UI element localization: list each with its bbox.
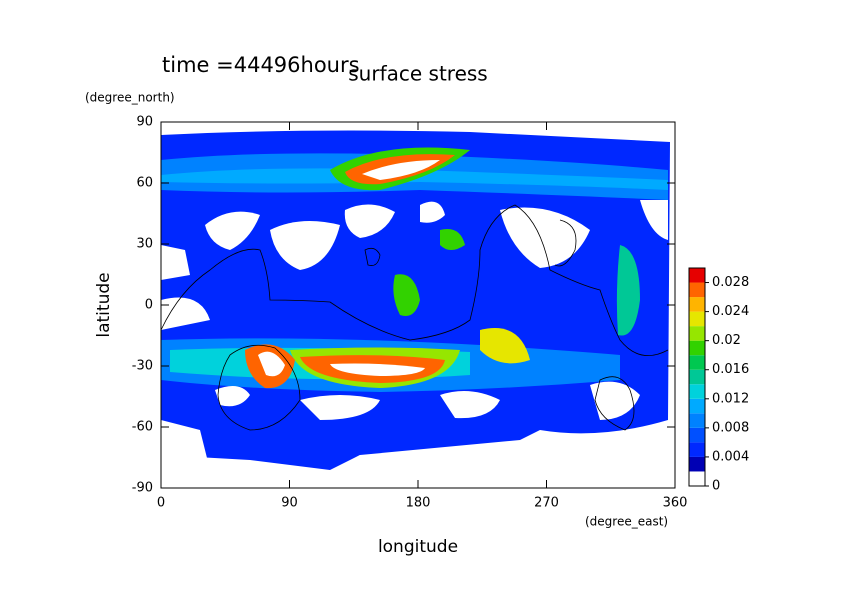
- colorbar-swatch: [689, 282, 705, 298]
- colorbar-swatch: [689, 369, 705, 385]
- colorbar-swatch: [689, 340, 705, 356]
- colorbar-tick-label: 0.004: [712, 449, 749, 464]
- x-tick-label: 360: [663, 496, 688, 511]
- colorbar-swatch: [689, 326, 705, 341]
- y-tick-label: -90: [132, 481, 153, 496]
- x-tick-label: 0: [157, 496, 165, 511]
- colorbar-swatch: [689, 384, 705, 399]
- chart-title: surface stress: [348, 62, 487, 86]
- x-tick-label: 270: [534, 496, 559, 511]
- colorbar-swatch: [689, 355, 705, 370]
- y-tick-label: 30: [136, 237, 153, 252]
- colorbar-swatch: [689, 311, 705, 327]
- colorbar-frame: [688, 267, 706, 487]
- y-tick-label: -60: [132, 420, 153, 435]
- subtitle: time =44496hours: [162, 53, 360, 77]
- colorbar-swatch: [689, 427, 705, 443]
- y-axis-label: latitude: [94, 272, 114, 337]
- colorbar-tick-label: 0.012: [712, 391, 749, 406]
- x-axis-label: longitude: [378, 537, 458, 557]
- colorbar-tick-label: 0.016: [712, 362, 749, 377]
- colorbar-swatch: [689, 398, 705, 414]
- colorbar-swatch: [689, 297, 705, 312]
- x-tick-label: 180: [406, 496, 431, 511]
- x-tick-label: 90: [281, 496, 298, 511]
- colorbar-swatch: [689, 413, 705, 428]
- y-tick-label: 90: [136, 115, 153, 130]
- y-tick-label: 60: [136, 176, 153, 191]
- colorbar-swatch: [689, 442, 705, 457]
- colorbar-tick-label: 0.02: [712, 333, 741, 348]
- colorbar-swatch: [689, 456, 705, 472]
- colorbar-tick-label: 0.024: [712, 304, 749, 319]
- y-tick-label: -30: [132, 359, 153, 374]
- colorbar-swatch: [689, 268, 705, 283]
- x-unit: (degree_east): [585, 515, 668, 529]
- y-unit: (degree_north): [85, 91, 175, 105]
- colorbar-tick-label: 0: [712, 479, 720, 494]
- colorbar-tick-label: 0.008: [712, 420, 749, 435]
- colorbar-tick-label: 0.028: [712, 275, 749, 290]
- colorbar-swatch: [689, 471, 705, 486]
- y-tick-label: 0: [145, 298, 153, 313]
- contour-field: [161, 122, 670, 488]
